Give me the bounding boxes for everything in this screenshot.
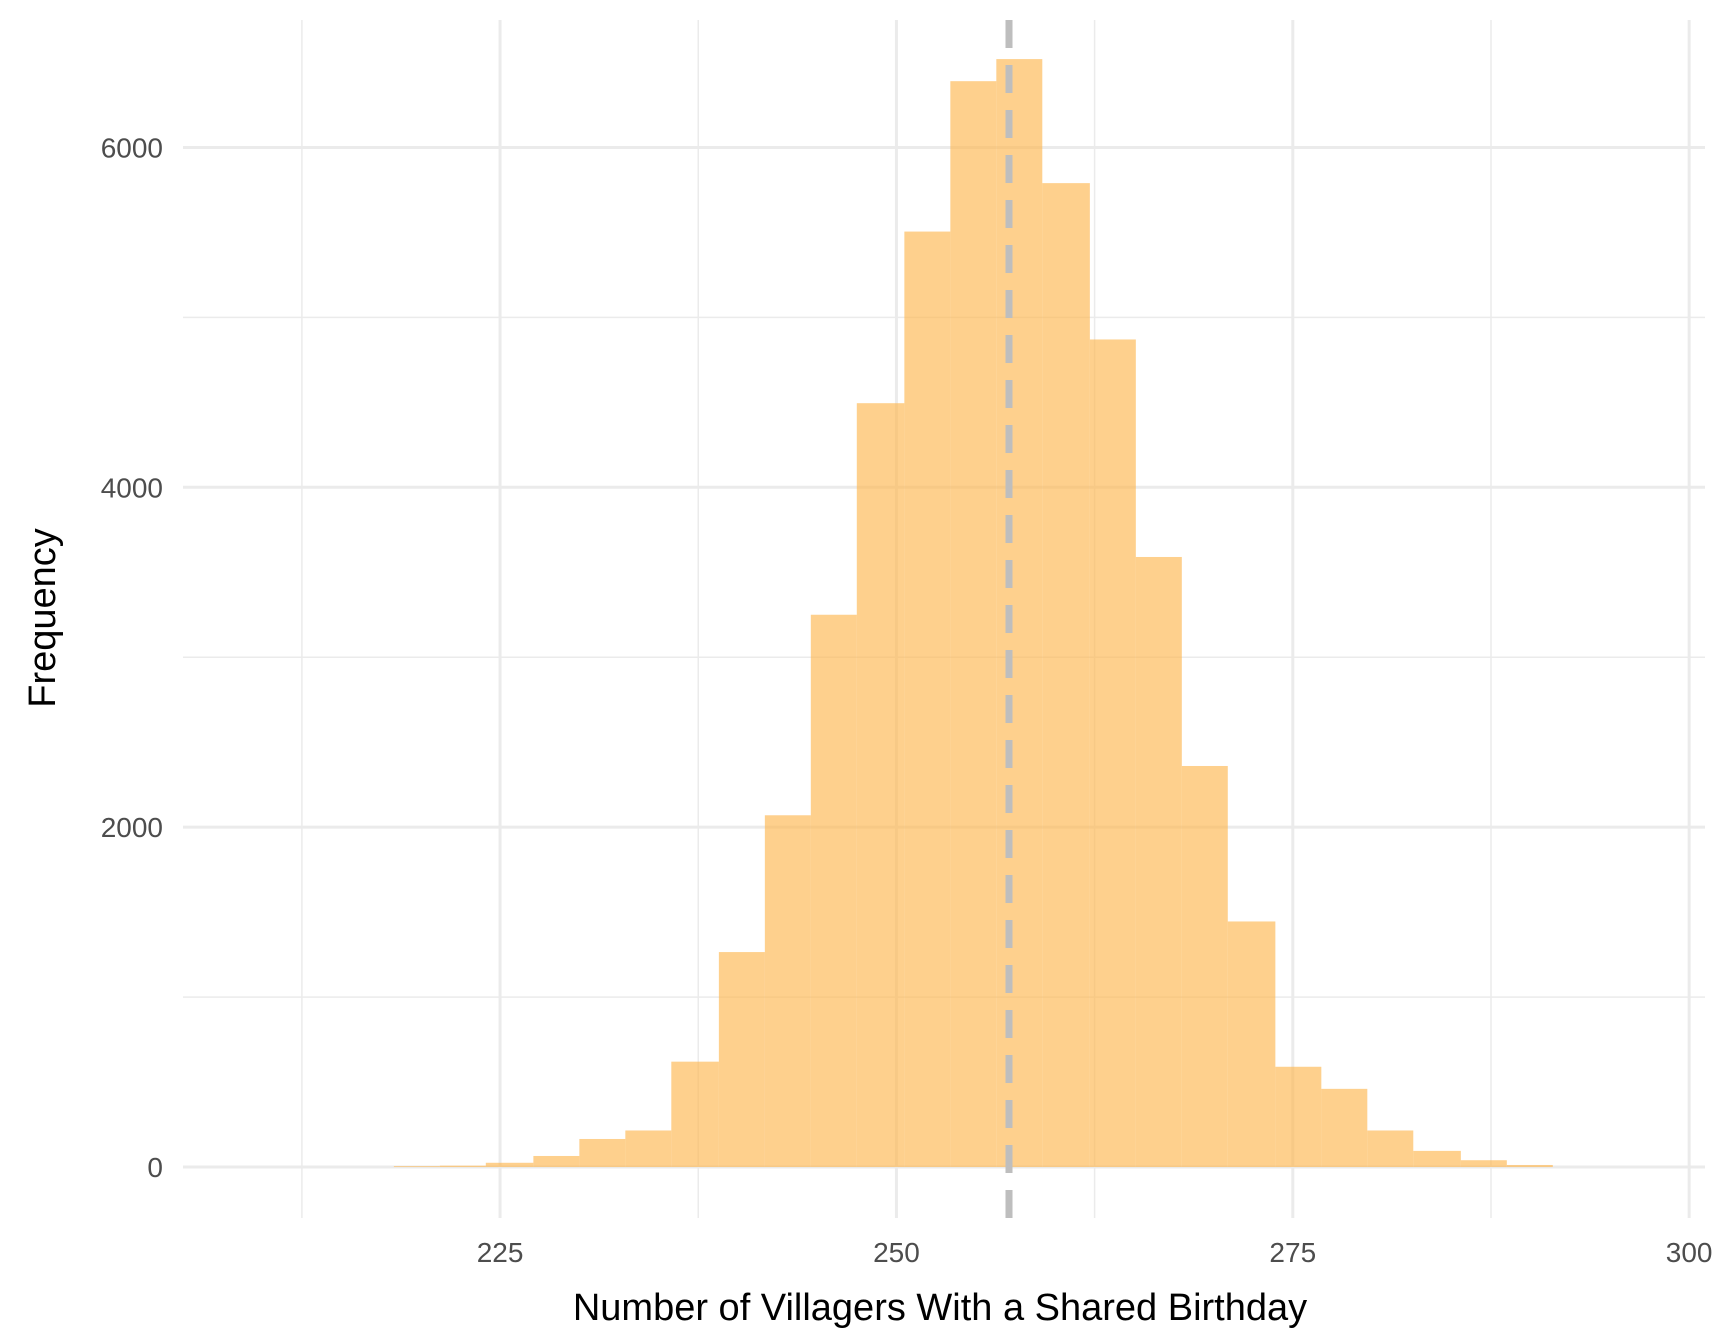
histogram-bar [1089, 339, 1136, 1168]
histogram-bar [1227, 921, 1276, 1168]
histogram-bar [439, 1165, 486, 1168]
y-tick-label: 6000 [101, 132, 163, 163]
x-tick-label: 300 [1666, 1237, 1713, 1268]
histogram-bar [1460, 1160, 1507, 1168]
histogram-bar [1321, 1088, 1368, 1168]
y-tick-label: 0 [147, 1152, 163, 1183]
tick-labels: 225 250 275 300 0 2000 4000 6000 [101, 132, 1713, 1268]
histogram-bar [904, 231, 951, 1168]
y-tick-label: 2000 [101, 812, 163, 843]
histogram-bar [533, 1155, 580, 1168]
histogram-bar [1042, 183, 1090, 1168]
histogram-bar [1367, 1130, 1414, 1168]
histogram-bar [856, 403, 905, 1168]
histogram-bar [1135, 556, 1182, 1168]
histogram-bar [950, 81, 997, 1168]
y-tick-label: 4000 [101, 472, 163, 503]
histogram-bar [485, 1162, 534, 1168]
histogram-bar [579, 1138, 626, 1168]
histogram-bar [1181, 765, 1228, 1168]
histogram-bar [671, 1061, 719, 1168]
histogram-bar [764, 815, 811, 1168]
y-axis-title: Frequency [22, 528, 64, 708]
histogram-bar [625, 1130, 672, 1168]
histogram-bar [393, 1166, 440, 1168]
x-axis-title: Number of Villagers With a Shared Birthd… [573, 1287, 1307, 1329]
histogram-bar [1275, 1066, 1322, 1168]
x-tick-label: 275 [1269, 1237, 1316, 1268]
x-tick-label: 225 [477, 1237, 524, 1268]
histogram-bar [996, 59, 1043, 1168]
histogram-bar [810, 614, 857, 1168]
histogram-bar [1506, 1164, 1553, 1168]
histogram-bar [718, 952, 765, 1168]
histogram-bar [1413, 1150, 1461, 1168]
histogram-bars [393, 59, 1553, 1168]
x-tick-label: 250 [873, 1237, 920, 1268]
